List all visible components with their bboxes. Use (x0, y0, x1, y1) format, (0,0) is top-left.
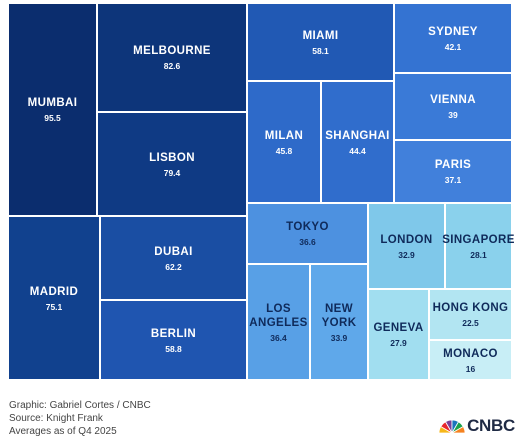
tile-berlin: BERLIN 58.8 (100, 300, 247, 380)
logo-text: CNBC (467, 416, 515, 435)
tile-melbourne: MELBOURNE 82.6 (97, 3, 247, 112)
tile-value: 44.4 (349, 145, 366, 156)
tile-value: 37.1 (444, 175, 462, 185)
tile-label: MIAMI (302, 29, 339, 42)
tile-value: 79.4 (163, 167, 181, 178)
source-note: Source: Knight Frank (9, 413, 103, 424)
tile-los-angeles: LOS ANGELES 36.4 (247, 264, 310, 380)
tile-value: 45.8 (275, 145, 293, 156)
tile-value: 28.1 (470, 249, 487, 260)
tile-label: HONG KONG (432, 302, 509, 314)
tile-value: 33.9 (330, 332, 348, 343)
tile-value: 22.5 (462, 318, 479, 328)
tile-tokyo: TOKYO 36.6 (247, 203, 368, 264)
tile-value: 39 (448, 110, 458, 120)
tile-value: 42.1 (444, 41, 462, 52)
tile-milan: MILAN 45.8 (247, 81, 321, 203)
tile-new-york: NEW YORK 33.9 (310, 264, 368, 380)
nbc-peacock-icon (439, 419, 466, 435)
tile-label: MUMBAI (27, 97, 78, 109)
tile-value: 82.6 (163, 61, 181, 71)
tile-sydney: SYDNEY 42.1 (394, 3, 512, 73)
tile-label: LISBON (149, 151, 195, 164)
chart-footer: Graphic: Gabriel Cortes / CNBC Source: K… (9, 399, 151, 438)
tile-london: LONDON 32.9 (368, 203, 445, 289)
tile-value: 58.1 (312, 45, 329, 56)
tile-monaco: MONACO 16 (429, 340, 512, 380)
tile-paris: PARIS 37.1 (394, 140, 512, 203)
tile-value: 16 (465, 363, 476, 374)
tile-label: MELBOURNE (133, 45, 211, 57)
tile-singapore: SINGAPORE 28.1 (442, 203, 515, 289)
tile-label: LOS ANGELES (249, 302, 308, 329)
tile-label: MILAN (264, 129, 304, 142)
tile-label: PARIS (434, 159, 472, 171)
tile-label: DUBAI (154, 245, 193, 258)
tile-label: SINGAPORE (442, 233, 515, 246)
tile-value: 62.2 (165, 261, 182, 272)
tile-label: VIENNA (430, 94, 476, 106)
tile-label: SYDNEY (428, 25, 478, 38)
tile-madrid: MADRID 75.1 (8, 216, 100, 380)
tile-miami: MIAMI 58.1 (247, 3, 394, 81)
tile-value: 36.6 (299, 237, 316, 247)
tile-vienna: VIENNA 39 (394, 73, 512, 140)
tile-value: 27.9 (390, 338, 407, 348)
tile-value: 32.9 (398, 249, 415, 260)
tile-label: GENEVA (373, 322, 424, 334)
tile-value: 36.4 (270, 332, 287, 343)
tile-label: NEW YORK (321, 302, 357, 329)
tile-geneva: GENEVA 27.9 (368, 289, 429, 380)
graphic-credit: Graphic: Gabriel Cortes / CNBC (9, 400, 151, 411)
tile-value: 75.1 (45, 301, 63, 312)
tile-label: LONDON (380, 233, 433, 246)
tile-lisbon: LISBON 79.4 (97, 112, 247, 216)
tile-value: 58.8 (165, 343, 182, 354)
cnbc-logo: CNBC (439, 416, 515, 436)
tile-label: MADRID (29, 285, 79, 298)
tile-mumbai: MUMBAI 95.5 (8, 3, 97, 216)
tile-label: MONACO (443, 347, 498, 360)
tile-label: SHANGHAI (325, 129, 390, 142)
date-note: Averages as of Q4 2025 (9, 426, 117, 437)
tile-hong-kong: HONG KONG 22.5 (429, 289, 512, 340)
tile-dubai: DUBAI 62.2 (100, 216, 247, 300)
tile-label: BERLIN (150, 327, 197, 340)
tile-value: 95.5 (44, 113, 61, 123)
tile-shanghai: SHANGHAI 44.4 (321, 81, 394, 203)
tile-label: TOKYO (286, 221, 329, 233)
